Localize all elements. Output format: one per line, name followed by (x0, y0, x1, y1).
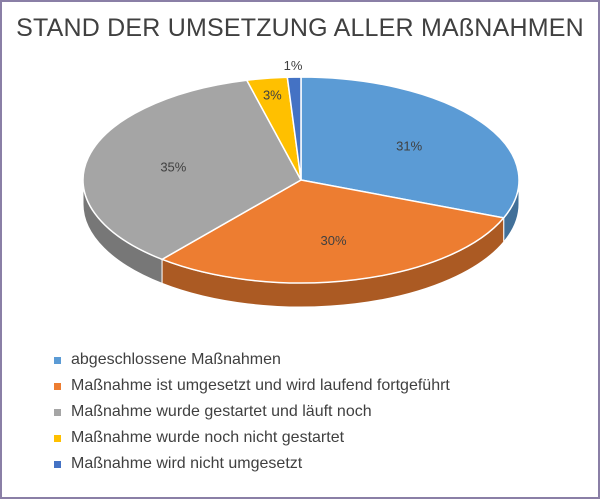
pie-slice-abgeschlossene-massnahmen (300, 76, 520, 219)
chart-legend: abgeschlossene Maßnahmen Maßnahme ist umg… (54, 347, 450, 477)
legend-item-massnahme-wurde-gestartet-und-laeuft-noch: Maßnahme wurde gestartet und läuft noch (54, 399, 450, 425)
legend-label: abgeschlossene Maßnahmen (71, 351, 281, 368)
legend-label: Maßnahme wurde noch nicht gestartet (71, 429, 345, 446)
legend-item-massnahme-ist-umgesetzt-und-wird-laufend-fortgefuehrt: Maßnahme ist umgesetzt und wird laufend … (54, 373, 450, 399)
legend-swatch (54, 434, 61, 442)
data-label-massnahme-wurde-noch-nicht-gestartet: 3% (263, 88, 282, 103)
legend-item-abgeschlossene-massnahmen: abgeschlossene Maßnahmen (54, 347, 450, 373)
data-label-massnahme-wurde-gestartet-und-laeuft-noch: 35% (160, 160, 186, 175)
pie-slice-massnahme-wurde-gestartet-und-laeuft-noch (82, 79, 303, 261)
legend-swatch (54, 408, 61, 416)
legend-item-massnahme-wird-nicht-umgesetzt: Maßnahme wird nicht umgesetzt (54, 451, 450, 477)
pie-chart: 31% 30% 35% 3%1% (82, 58, 520, 308)
chart-title: STAND DER UMSETZUNG ALLER MAßNAHMEN (16, 14, 584, 42)
legend-label: Maßnahme wurde gestartet und läuft noch (71, 403, 372, 420)
data-label-massnahme-wird-nicht-umgesetzt: 1% (284, 58, 303, 73)
pie-slice-massnahme-ist-umgesetzt-und-wird-laufend-fortgefuehrt (160, 179, 506, 284)
legend-swatch (54, 382, 61, 390)
legend-label: Maßnahme wird nicht umgesetzt (71, 455, 303, 472)
data-label-massnahme-ist-umgesetzt-und-wird-laufend-fortgefuehrt: 30% (321, 233, 347, 248)
pie-slice-massnahme-wird-nicht-umgesetzt (286, 76, 302, 181)
legend-swatch (54, 460, 61, 468)
legend-swatch (54, 356, 61, 364)
data-label-abgeschlossene-massnahmen: 31% (396, 138, 422, 153)
legend-label: Maßnahme ist umgesetzt und wird laufend … (71, 377, 450, 394)
legend-item-massnahme-wurde-noch-nicht-gestartet: Maßnahme wurde noch nicht gestartet (54, 425, 450, 451)
